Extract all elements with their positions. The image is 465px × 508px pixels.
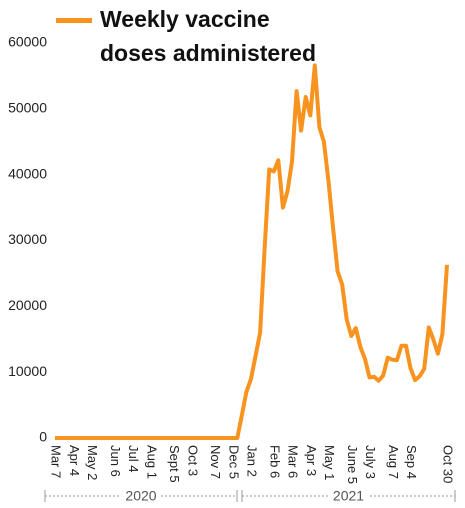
y-tick-label: 60000 <box>8 34 47 50</box>
year-label: 2020 <box>125 488 156 504</box>
x-tick-label: Oct 3 <box>185 445 200 476</box>
x-tick-label: Apr 3 <box>304 445 319 476</box>
x-tick-label: Dec 5 <box>226 445 241 479</box>
y-tick-label: 40000 <box>8 165 47 181</box>
x-tick-label: Mar 6 <box>286 445 301 478</box>
year-label: 2021 <box>333 488 364 504</box>
legend-label: Weekly vaccine doses administered <box>100 6 317 66</box>
x-tick-label: July 3 <box>363 445 378 479</box>
legend: Weekly vaccine doses administered <box>56 2 356 70</box>
year-label-bg <box>328 488 369 504</box>
year-label-bg <box>121 488 161 504</box>
y-tick-label: 20000 <box>8 297 47 313</box>
y-tick-label: 30000 <box>8 231 47 247</box>
x-tick-label: Sept 5 <box>167 445 182 483</box>
y-tick-label: 10000 <box>8 363 47 379</box>
x-tick-label: Jun 6 <box>108 445 123 477</box>
data-line <box>55 63 449 440</box>
x-tick-label: May 2 <box>85 445 100 480</box>
x-tick-label: Aug 7 <box>386 445 401 479</box>
y-tick-label: 50000 <box>8 100 47 116</box>
x-tick-label: May 1 <box>322 445 337 480</box>
x-tick-label: Feb 6 <box>267 445 282 478</box>
x-tick-label: June 5 <box>345 445 360 484</box>
x-tick-label: Nov 7 <box>208 445 223 479</box>
x-tick-label: Sep 4 <box>404 445 419 479</box>
y-tick-label: 0 <box>39 429 47 445</box>
x-tick-label: Oct 30 <box>441 445 456 483</box>
legend-swatch <box>56 18 92 23</box>
x-tick-label: Jul 4 <box>126 445 141 472</box>
x-tick-label: Mar 7 <box>49 445 64 478</box>
x-tick-label: Aug 1 <box>144 445 159 479</box>
x-tick-label: Apr 4 <box>67 445 82 476</box>
x-tick-label: Jan 2 <box>245 445 260 477</box>
